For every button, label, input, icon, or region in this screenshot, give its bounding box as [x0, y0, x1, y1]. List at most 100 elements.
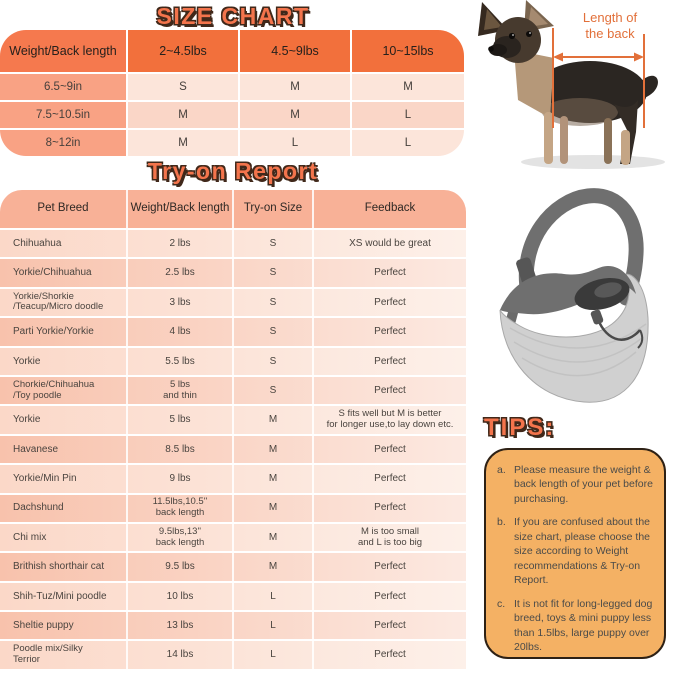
- tryon-header-row: Pet Breed Weight/Back length Try-on Size Fe…: [0, 190, 466, 228]
- cell-tryon-size: S: [234, 347, 314, 375]
- cord-toggle: [590, 309, 604, 325]
- size-chart-size-cell: M: [240, 74, 352, 100]
- cell-feedback: Perfect: [374, 355, 406, 367]
- cell-feedback: Perfect: [374, 326, 406, 338]
- size-chart-header-cell: 4.5~9lbs: [240, 30, 352, 72]
- cell-weight-back-length: 14 lbs: [128, 641, 234, 669]
- size-chart-size-cell: M: [128, 130, 240, 156]
- cell-feedback: Perfect: [374, 384, 406, 396]
- cell-weight-back-length: 13 lbs: [128, 612, 234, 640]
- chihuahua-photo: [468, 0, 678, 172]
- tryon-table-row: Yorkie/Min Pin 9 lbs M Perfect: [0, 465, 466, 493]
- cell-feedback: Perfect: [374, 443, 406, 455]
- cell-feedback: Perfect: [374, 473, 406, 485]
- cell-pet-breed: Parti Yorkie/Yorkie: [0, 318, 128, 346]
- cell-tryon-size: M: [234, 523, 314, 552]
- tryon-table-row: Poodle mix/Silky Terrior 14 lbs L Perfect: [0, 641, 466, 669]
- cell-pet-breed: Chihuahua: [0, 230, 128, 258]
- carrier-body: [499, 273, 649, 403]
- tip-text: It is not fit for long-legged dog breed,…: [514, 597, 653, 654]
- size-chart-header-cell: 10~15lbs: [352, 30, 464, 72]
- cell-tryon-size: M: [234, 435, 314, 464]
- measurement-lines: [552, 28, 645, 128]
- cell-tryon-size: S: [234, 230, 314, 258]
- arrow-left-icon: [553, 52, 563, 62]
- tryon-body: Chihuahua 2 lbs S XS would be great Yorkie/C…: [0, 230, 466, 669]
- size-chart-header-row: Weight/Back length 2~4.5lbs 4.5~9lbs 10~15l…: [0, 30, 466, 72]
- cell-weight-back-length: 10 lbs: [128, 582, 234, 611]
- cell-weight-back-length: 8.5 lbs: [128, 435, 234, 464]
- cell-weight-back-length: 9 lbs: [128, 465, 234, 493]
- tryon-report-table: Pet Breed Weight/Back length Try-on Size Fe…: [0, 190, 466, 669]
- size-chart-size-cell: M: [128, 102, 240, 128]
- tryon-table-row: Brithish shorthair cat 9.5 lbs M Perfect: [0, 553, 466, 581]
- tryon-table-row: Parti Yorkie/Yorkie 4 lbs S Perfect: [0, 318, 466, 346]
- sling-carrier-photo: [492, 182, 660, 414]
- cell-tryon-size: S: [234, 318, 314, 346]
- chihuahua-illustration: [478, 0, 665, 169]
- tip-key: a.: [497, 464, 506, 476]
- cell-pet-breed: Yorkie: [0, 406, 128, 434]
- cell-weight-back-length: 2 lbs: [128, 230, 234, 258]
- size-chart-size-cell: L: [240, 130, 352, 156]
- tip-key: b.: [497, 516, 506, 529]
- cell-tryon-size: M: [234, 494, 314, 522]
- cell-tryon-size: S: [234, 376, 314, 405]
- cell-tryon-size: L: [234, 612, 314, 640]
- cell-weight-back-length: 11.5lbs,10.5'' back length: [128, 494, 234, 522]
- cell-weight-back-length: 4 lbs: [128, 318, 234, 346]
- sling-carrier-illustration: [499, 188, 649, 403]
- tryon-header-cell: Feedback: [364, 202, 416, 215]
- cell-pet-breed: Chi mix: [0, 523, 128, 552]
- cell-tryon-size: M: [234, 553, 314, 581]
- cell-pet-breed: Yorkie/Min Pin: [0, 465, 128, 493]
- tryon-table-row: Yorkie 5.5 lbs S Perfect: [0, 347, 466, 375]
- cell-pet-breed: Yorkie/Chihuahua: [0, 259, 128, 287]
- tryon-table-row: Havanese 8.5 lbs M Perfect: [0, 435, 466, 464]
- cell-feedback: Perfect: [374, 649, 406, 661]
- size-chart-row-label: 7.5~10.5in: [0, 102, 128, 128]
- tryon-table-row: Chorkie/Chihuahua /Toy poodle 5 lbs and t…: [0, 376, 466, 405]
- tip-key: c.: [497, 597, 506, 610]
- tryon-table-row: Sheltie puppy 13 lbs L Perfect: [0, 612, 466, 640]
- tryon-header-cell: Weight/Back length: [128, 190, 234, 228]
- cell-feedback: Perfect: [374, 502, 406, 514]
- tryon-table-row: Yorkie 5 lbs M S fits well but M is better …: [0, 406, 466, 434]
- cell-tryon-size: L: [234, 641, 314, 669]
- cell-tryon-size: M: [234, 406, 314, 434]
- tips-title: TIPS:: [484, 414, 556, 441]
- cell-weight-back-length: 3 lbs: [128, 288, 234, 317]
- tryon-header-cell: Pet Breed: [0, 190, 128, 228]
- size-chart-size-cell: M: [240, 102, 352, 128]
- size-chart-size-cell: M: [352, 74, 464, 100]
- cell-weight-back-length: 5 lbs and thin: [128, 376, 234, 405]
- cell-weight-back-length: 5 lbs: [128, 406, 234, 434]
- tip-item-b: b. If you are confused about the size ch…: [497, 515, 655, 587]
- tryon-table-row: Shih-Tuz/Mini poodle 10 lbs L Perfect: [0, 582, 466, 611]
- size-chart-row: 7.5~10.5in M M L: [0, 102, 466, 128]
- cell-pet-breed: Poodle mix/Silky Terrior: [0, 641, 128, 669]
- back-length-annotation: Length of the back: [582, 10, 638, 42]
- cell-weight-back-length: 5.5 lbs: [128, 347, 234, 375]
- cell-tryon-size: L: [234, 582, 314, 611]
- dog-nose: [488, 46, 494, 52]
- size-chart-row-label: 8~12in: [0, 130, 128, 156]
- carrier-strap: [518, 188, 644, 306]
- size-chart-header-cell: Weight/Back length: [0, 30, 128, 72]
- size-chart-row: 6.5~9in S M M: [0, 74, 466, 100]
- tips-box: a. Please measure the weight & back leng…: [484, 448, 666, 659]
- carrier-flap: [500, 266, 636, 315]
- tryon-table-row: Dachshund 11.5lbs,10.5'' back length M Perf…: [0, 494, 466, 522]
- cell-weight-back-length: 9.5lbs,13'' back length: [128, 523, 234, 552]
- cell-pet-breed: Dachshund: [0, 494, 128, 522]
- size-chart-body: 6.5~9in S M M 7.5~10.5in M M L 8~12in M L L: [0, 74, 466, 156]
- cell-pet-breed: Chorkie/Chihuahua /Toy poodle: [0, 376, 128, 405]
- cell-feedback: S fits well but M is better for longer u…: [326, 408, 454, 431]
- cell-pet-breed: Yorkie: [0, 347, 128, 375]
- tryon-table-row: Chi mix 9.5lbs,13'' back length M M is too …: [0, 523, 466, 552]
- size-chart-row-label: 6.5~9in: [0, 74, 128, 100]
- cell-feedback: Perfect: [374, 267, 406, 279]
- cell-tryon-size: S: [234, 288, 314, 317]
- tryon-table-row: Yorkie/Chihuahua 2.5 lbs S Perfect: [0, 259, 466, 287]
- tip-text: If you are confused about the size chart…: [514, 516, 651, 587]
